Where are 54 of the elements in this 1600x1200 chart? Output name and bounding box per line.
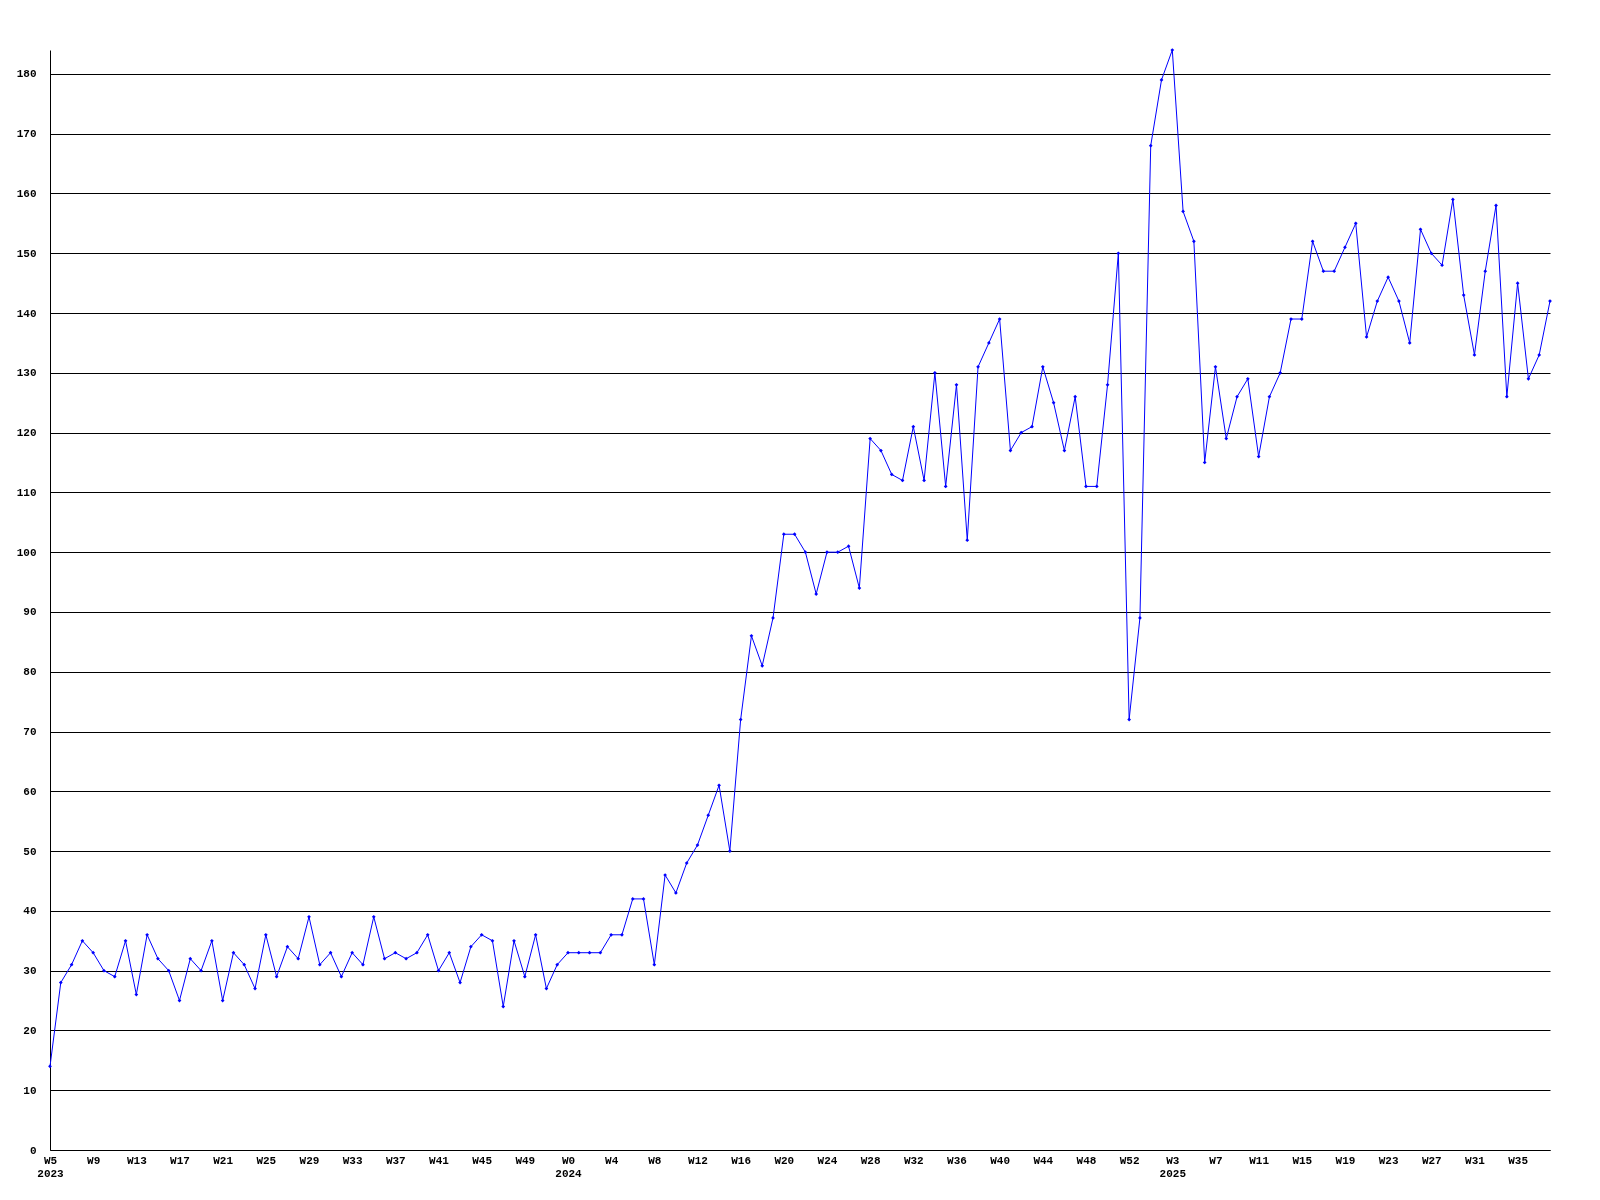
x-tick-label: W36 xyxy=(947,1154,967,1167)
x-tick-label: W35 xyxy=(1508,1154,1529,1167)
x-tick-label: W24 xyxy=(817,1154,838,1167)
y-tick-label: 150 xyxy=(16,247,37,260)
y-tick-label: 130 xyxy=(16,367,37,380)
y-tick-label: 110 xyxy=(16,486,37,499)
x-tick-label: W5 2023 xyxy=(37,1154,65,1180)
x-tick-label: W33 xyxy=(342,1154,363,1167)
x-tick-label: W25 xyxy=(256,1154,277,1167)
x-tick-label: W32 xyxy=(903,1154,924,1167)
y-tick-label: 60 xyxy=(23,785,37,798)
x-tick-label: W12 xyxy=(688,1154,708,1167)
x-tick-label: W41 xyxy=(429,1154,450,1167)
y-tick-label: 50 xyxy=(23,845,37,858)
x-tick-label: W29 xyxy=(299,1154,320,1167)
y-tick-label: 100 xyxy=(16,546,37,559)
x-tick-label: W8 xyxy=(648,1154,662,1167)
y-tick-label: 140 xyxy=(16,307,37,320)
y-tick-label: 90 xyxy=(23,606,37,619)
y-tick-label: 80 xyxy=(23,666,37,679)
x-tick-label: W21 xyxy=(213,1154,234,1167)
x-tick-label: W23 xyxy=(1378,1154,1399,1167)
y-tick-label: 180 xyxy=(16,68,37,81)
y-tick-label: 10 xyxy=(23,1084,37,1097)
y-tick-label: 0 xyxy=(29,1144,37,1157)
x-tick-label: W44 xyxy=(1033,1154,1054,1167)
x-tick-label: W49 xyxy=(515,1154,536,1167)
x-tick-label: W17 xyxy=(170,1154,190,1167)
x-tick-label: W20 xyxy=(774,1154,795,1167)
y-tick-label: 20 xyxy=(23,1024,37,1037)
x-tick-label: W0 2024 xyxy=(555,1154,583,1180)
x-tick-label: W3 2025 xyxy=(1159,1154,1187,1180)
x-tick-label: W27 xyxy=(1421,1154,1442,1167)
x-tick-label: W13 xyxy=(126,1154,148,1167)
x-tick-label: W40 xyxy=(990,1154,1011,1167)
y-tick-label: 30 xyxy=(23,965,37,978)
x-tick-label: W11 xyxy=(1249,1154,1270,1167)
y-tick-label: 120 xyxy=(16,427,37,440)
y-tick-label: 40 xyxy=(23,905,37,918)
x-tick-label: W31 xyxy=(1465,1154,1486,1167)
y-tick-label: 70 xyxy=(23,726,37,739)
x-tick-label: W48 xyxy=(1076,1154,1097,1167)
x-tick-label: W16 xyxy=(731,1154,752,1167)
y-tick-label: 170 xyxy=(16,128,37,141)
x-tick-label: W19 xyxy=(1335,1154,1356,1167)
x-tick-label: W9 xyxy=(87,1154,101,1167)
x-tick-label: W52 xyxy=(1119,1154,1140,1167)
x-tick-label: W7 xyxy=(1209,1154,1223,1167)
x-tick-label: W4 xyxy=(605,1154,619,1167)
y-tick-label: 160 xyxy=(16,187,37,200)
x-tick-label: W37 xyxy=(385,1154,406,1167)
x-tick-label: W28 xyxy=(860,1154,881,1167)
x-tick-label: W15 xyxy=(1292,1154,1313,1167)
x-tick-label: W45 xyxy=(472,1154,493,1167)
